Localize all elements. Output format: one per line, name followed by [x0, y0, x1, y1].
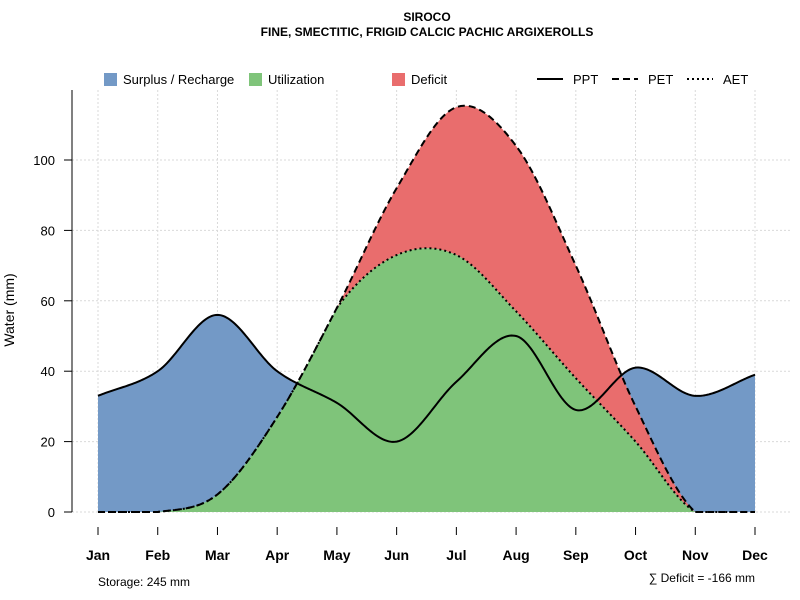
line-aet — [98, 247, 755, 513]
legend-item-surplus: Surplus / Recharge — [104, 72, 234, 87]
legend-swatch-deficit — [392, 73, 405, 86]
x-tick-label-nov: Nov — [682, 547, 709, 563]
x-tick-label-may: May — [323, 547, 350, 563]
x-tick-label-jul: Jul — [446, 547, 466, 563]
legend-item-utilization: Utilization — [249, 72, 324, 87]
area-deficit — [98, 105, 755, 512]
legend-label-aet: AET — [723, 72, 748, 87]
legend: Surplus / Recharge Utilization Deficit P… — [104, 72, 748, 87]
legend-label-utilization: Utilization — [268, 72, 324, 87]
legend-label-deficit: Deficit — [411, 72, 448, 87]
legend-item-aet: AET — [687, 72, 748, 87]
y-tick-label: 80 — [41, 223, 55, 238]
area-utilization — [98, 248, 755, 512]
chart-title: SIROCO — [403, 10, 450, 24]
y-tick-label: 20 — [41, 435, 55, 450]
x-tick-label-feb: Feb — [145, 547, 170, 563]
x-tick-label-aug: Aug — [502, 547, 529, 563]
legend-label-surplus: Surplus / Recharge — [123, 72, 234, 87]
x-tick-label-apr: Apr — [265, 547, 290, 563]
x-tick-label-jun: Jun — [384, 547, 409, 563]
legend-item-pet: PET — [612, 72, 673, 87]
y-tick-label: 0 — [48, 505, 55, 520]
legend-swatch-utilization — [249, 73, 262, 86]
legend-swatch-surplus — [104, 73, 117, 86]
y-axis-title: Water (mm) — [1, 273, 17, 346]
deficit-note: ∑ Deficit = -166 mm — [649, 571, 755, 585]
y-tick-label: 40 — [41, 364, 55, 379]
line-ppt — [97, 313, 756, 443]
y-tick-label: 100 — [33, 153, 55, 168]
x-tick-label-sep: Sep — [563, 547, 589, 563]
legend-label-pet: PET — [648, 72, 673, 87]
legend-item-ppt: PPT — [537, 72, 598, 87]
x-tick-label-jan: Jan — [86, 547, 110, 563]
storage-note: Storage: 245 mm — [98, 575, 190, 589]
y-tick-label: 60 — [41, 294, 55, 309]
series-lines — [97, 104, 756, 513]
x-tick-label-mar: Mar — [205, 547, 230, 563]
legend-label-ppt: PPT — [573, 72, 598, 87]
axes: 0 20 40 60 80 100 Jan Feb Mar Apr May Jun Jul Aug Sep O… — [33, 90, 768, 563]
x-tick-label-oct: Oct — [624, 547, 648, 563]
area-fills — [98, 105, 755, 512]
legend-item-deficit: Deficit — [392, 72, 448, 87]
chart-subtitle: FINE, SMECTITIC, FRIGID CALCIC PACHIC AR… — [261, 25, 594, 39]
x-tick-label-dec: Dec — [742, 547, 768, 563]
